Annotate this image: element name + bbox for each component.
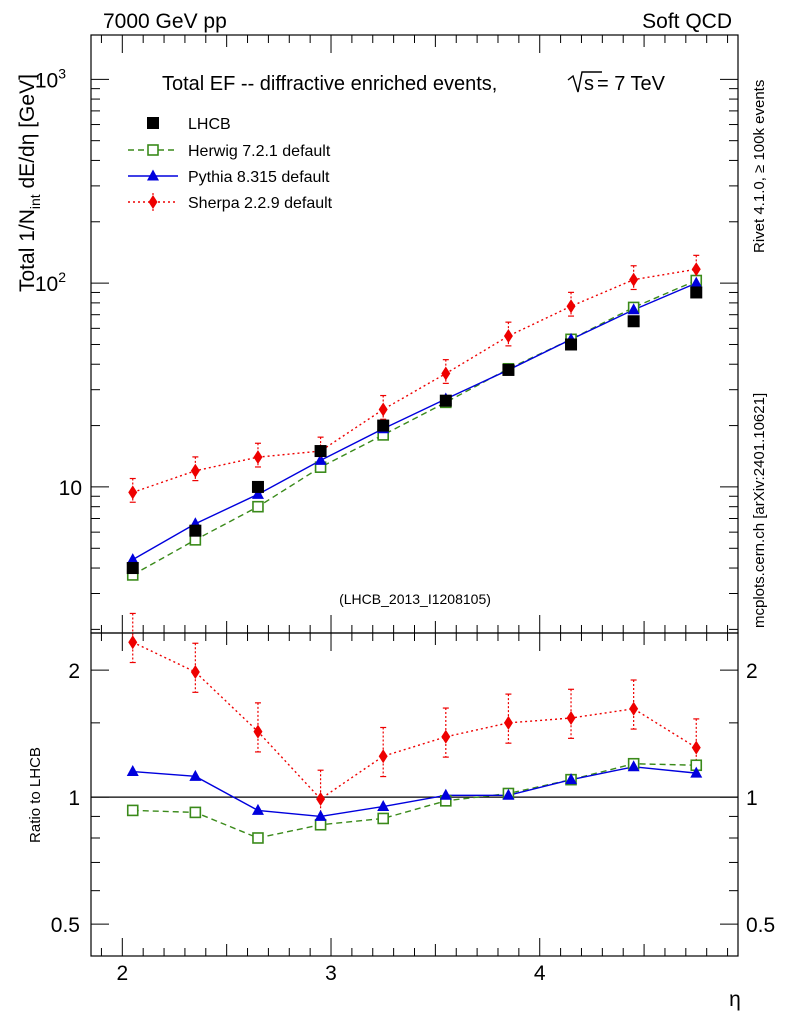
x-tick-label: 2 <box>116 962 128 985</box>
legend-data-marker <box>147 117 159 129</box>
main-sherpa-point <box>378 402 388 417</box>
legend: LHCB Herwig 7.2.1 default Pythia 8.315 def… <box>128 116 333 212</box>
main-y-tick-label: 102 <box>35 269 66 296</box>
ratio-sherpa-point <box>378 749 388 764</box>
main-title-suffix: = 7 TeV <box>597 73 666 95</box>
legend-pythia-marker <box>147 169 159 181</box>
legend-data-label: LHCB <box>188 116 231 133</box>
ratio-sherpa-point <box>691 740 701 755</box>
main-sherpa-point <box>190 463 200 478</box>
ratio-pythia-point <box>627 760 640 772</box>
main-title: Total EF -- diffractive enriched events, <box>162 73 497 95</box>
analysis-watermark: (LHCB_2013_I1208105) <box>339 591 491 607</box>
ratio-sherpa-point <box>629 701 639 716</box>
ratio-pythia-point <box>690 766 703 778</box>
header-energy-label: 7000 GeV pp <box>103 10 227 33</box>
main-plot-area <box>126 254 703 581</box>
main-sherpa-point <box>691 262 701 277</box>
main-pythia-point <box>627 303 640 315</box>
main-data-point <box>565 338 578 351</box>
main-herwig-line <box>132 279 697 576</box>
ratio-sherpa-point <box>316 791 326 806</box>
main-y-tick-label: 103 <box>35 65 66 92</box>
main-y-axis-label: Total 1/Nint dE/dη [GeV] <box>16 74 43 292</box>
ratio-herwig-point <box>189 806 202 819</box>
main-sherpa-point <box>503 329 513 344</box>
ratio-y-tick-label-right: 2 <box>746 660 758 683</box>
main-data-point <box>690 286 703 299</box>
legend-herwig-label: Herwig 7.2.1 default <box>188 143 331 160</box>
main-axis-ticks: 10 102 103 <box>35 35 738 633</box>
main-sherpa-line <box>132 268 697 494</box>
x-tick-label: 4 <box>534 962 546 985</box>
ratio-axis-ticks: 2 3 4 0.5 0.5 1 1 2 2 <box>51 633 775 985</box>
main-sherpa-point <box>441 366 451 381</box>
main-pythia-line <box>132 282 697 561</box>
ratio-pythia-line <box>132 766 697 818</box>
main-pythia-point <box>126 553 139 565</box>
main-y-axis-label-tail: dE/dη [GeV] <box>16 74 39 194</box>
main-y-tick-label: 10 <box>59 477 82 500</box>
ratio-sherpa-point <box>128 635 138 650</box>
main-pythia-point <box>690 276 703 288</box>
ratio-pythia-point <box>189 769 202 781</box>
ratio-herwig-point <box>377 812 389 825</box>
mcplots-reference-label: mcplots.cern.ch [arXiv:2401.10621] <box>751 393 768 628</box>
ratio-pythia-point <box>126 765 139 777</box>
legend-herwig-marker <box>147 144 159 156</box>
ratio-pythia-point <box>565 773 578 785</box>
x-axis-label: η <box>729 988 741 1011</box>
ratio-pythia-point <box>439 788 452 800</box>
main-data-point <box>439 394 452 407</box>
main-data-point <box>251 480 264 493</box>
main-pythia-point <box>251 487 264 499</box>
sqrt-symbol <box>567 71 602 93</box>
main-pythia-point <box>314 453 327 465</box>
ratio-sherpa-line <box>132 641 697 800</box>
ratio-pythia-point <box>502 788 515 800</box>
ratio-sherpa-point <box>190 665 200 680</box>
ratio-herwig-point <box>126 804 139 817</box>
main-herwig-point <box>252 500 264 513</box>
main-data-point <box>314 445 327 458</box>
legend-sherpa-label: Sherpa 2.2.9 default <box>188 195 333 212</box>
main-data-point <box>502 363 515 376</box>
ratio-y-tick-label: 1 <box>68 787 80 810</box>
ratio-herwig-point <box>252 832 264 844</box>
ratio-y-tick-label: 2 <box>68 660 80 683</box>
header-category-label: Soft QCD <box>642 10 732 33</box>
main-title-sqrt-s: s <box>584 73 594 95</box>
legend-pythia-label: Pythia 8.315 default <box>188 169 330 186</box>
ratio-panel-frame <box>90 632 739 957</box>
main-y-axis-label-main: Total 1/N <box>16 209 39 292</box>
x-tick-label: 3 <box>325 962 337 985</box>
ratio-pythia-point <box>377 800 390 812</box>
main-data-point <box>126 562 139 575</box>
ratio-y-axis-label: Ratio to LHCB <box>27 747 44 843</box>
ratio-plot-area <box>126 612 703 844</box>
main-sherpa-point <box>128 485 138 500</box>
main-y-axis-label-sub: int <box>27 194 43 209</box>
main-data-point <box>189 524 202 537</box>
legend-sherpa-marker <box>148 195 158 209</box>
ratio-pythia-point <box>251 803 264 815</box>
ratio-y-tick-label-right: 1 <box>746 787 758 810</box>
rivet-version-label: Rivet 4.1.0, ≥ 100k events <box>751 80 768 253</box>
main-data-point <box>377 419 390 432</box>
main-title-prefix: Total EF -- diffractive enriched events, <box>162 73 497 95</box>
ratio-herwig-line <box>132 763 697 839</box>
ratio-y-tick-label-right: 0.5 <box>746 914 775 937</box>
ratio-herwig-point <box>314 818 327 831</box>
main-sherpa-point <box>629 272 639 287</box>
ratio-sherpa-point <box>441 729 451 744</box>
ratio-sherpa-point <box>566 711 576 726</box>
main-data-point <box>627 315 640 328</box>
main-sherpa-point <box>253 450 263 465</box>
ratio-pythia-point <box>314 809 327 821</box>
ratio-y-tick-label: 0.5 <box>51 914 80 937</box>
ratio-sherpa-point <box>253 724 263 739</box>
main-sherpa-point <box>566 299 576 314</box>
ratio-sherpa-point <box>503 715 513 730</box>
